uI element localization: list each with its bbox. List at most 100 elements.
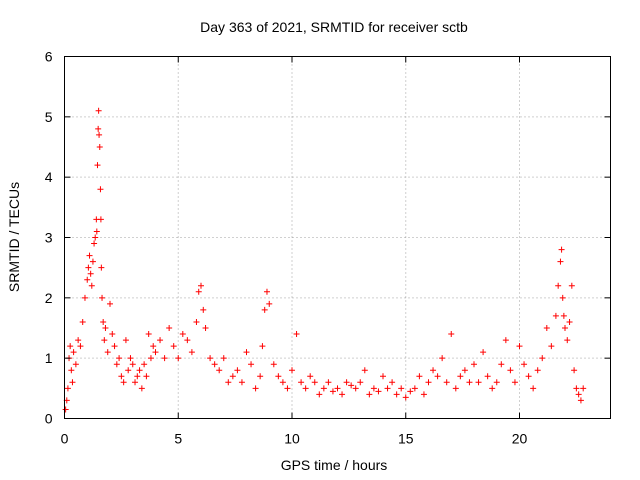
data-point <box>143 373 150 380</box>
data-point <box>211 361 218 368</box>
grid <box>64 56 611 419</box>
data-point <box>571 367 578 374</box>
data-point <box>552 312 559 319</box>
data-point <box>104 349 111 356</box>
y-tick-label: 5 <box>45 109 53 125</box>
data-point <box>548 343 555 350</box>
data-point <box>334 385 341 392</box>
data-point <box>461 367 468 374</box>
data-point <box>316 391 323 398</box>
data-point <box>248 361 255 368</box>
y-tick-label: 4 <box>45 169 53 185</box>
data-point <box>416 373 423 380</box>
data-point <box>348 382 355 389</box>
data-point <box>120 379 127 386</box>
data-point <box>380 373 386 380</box>
data-point <box>498 361 505 368</box>
data-point <box>118 373 125 380</box>
data-point <box>170 343 177 350</box>
data-point <box>81 294 88 301</box>
data-point <box>577 397 584 404</box>
data-point <box>150 343 157 350</box>
data-point <box>113 361 120 368</box>
data-point <box>566 318 573 325</box>
data-point <box>311 379 318 386</box>
data-point <box>502 337 509 344</box>
data-point <box>97 216 104 223</box>
data-point <box>100 318 107 325</box>
data-point <box>99 294 106 301</box>
data-point <box>325 379 332 386</box>
data-point <box>275 373 282 380</box>
data-point <box>85 264 92 271</box>
data-point <box>198 282 204 289</box>
data-point <box>329 388 336 395</box>
data-point <box>252 385 259 392</box>
data-point <box>555 282 562 289</box>
data-point <box>539 355 546 362</box>
data-point <box>270 361 277 368</box>
data-point <box>352 385 359 392</box>
y-tick-label: 1 <box>45 350 53 366</box>
data-point <box>225 379 232 386</box>
data-point <box>97 186 104 193</box>
data-points <box>62 107 587 413</box>
data-point <box>398 385 405 392</box>
data-point <box>466 379 473 386</box>
data-point <box>320 385 327 392</box>
data-point <box>560 312 567 319</box>
data-point <box>220 355 227 362</box>
data-point <box>493 379 500 386</box>
data-point <box>259 343 266 350</box>
data-point <box>543 325 550 331</box>
data-point <box>575 391 582 398</box>
data-point <box>89 258 96 265</box>
data-point <box>420 391 427 398</box>
x-tick-label: 15 <box>398 431 414 447</box>
data-point <box>116 355 123 362</box>
data-point <box>402 394 409 401</box>
data-point <box>93 228 100 235</box>
y-tick-label: 3 <box>45 230 53 246</box>
data-point <box>64 385 71 392</box>
data-point <box>284 385 291 392</box>
data-point <box>238 379 245 386</box>
data-point <box>516 343 523 350</box>
data-point <box>98 264 105 271</box>
data-point <box>91 240 98 247</box>
data-point <box>102 325 109 331</box>
data-point <box>480 349 487 356</box>
data-point <box>448 331 455 338</box>
y-tick-label: 0 <box>45 411 53 427</box>
data-point <box>70 349 77 356</box>
data-point <box>86 252 93 259</box>
data-point <box>243 349 250 356</box>
data-point <box>129 361 136 368</box>
data-point <box>69 379 76 386</box>
data-point <box>425 379 432 386</box>
y-tick-label: 2 <box>45 290 53 306</box>
data-point <box>175 355 182 362</box>
data-point <box>434 373 441 380</box>
data-point <box>193 318 200 325</box>
data-point <box>559 294 566 301</box>
data-point <box>234 367 241 374</box>
data-point <box>263 288 270 295</box>
x-tick-label: 10 <box>284 431 300 447</box>
data-point <box>161 355 168 362</box>
data-point <box>530 385 537 392</box>
data-point <box>557 258 564 265</box>
x-tick-label: 0 <box>61 431 69 447</box>
data-point <box>307 373 314 380</box>
data-point <box>166 325 173 331</box>
data-point <box>568 282 575 289</box>
data-point <box>384 385 391 392</box>
data-point <box>134 373 141 380</box>
data-point <box>127 355 134 362</box>
data-point <box>573 385 580 392</box>
data-point <box>375 388 382 395</box>
data-point <box>489 385 496 392</box>
data-point <box>580 385 587 392</box>
data-point <box>339 391 346 398</box>
